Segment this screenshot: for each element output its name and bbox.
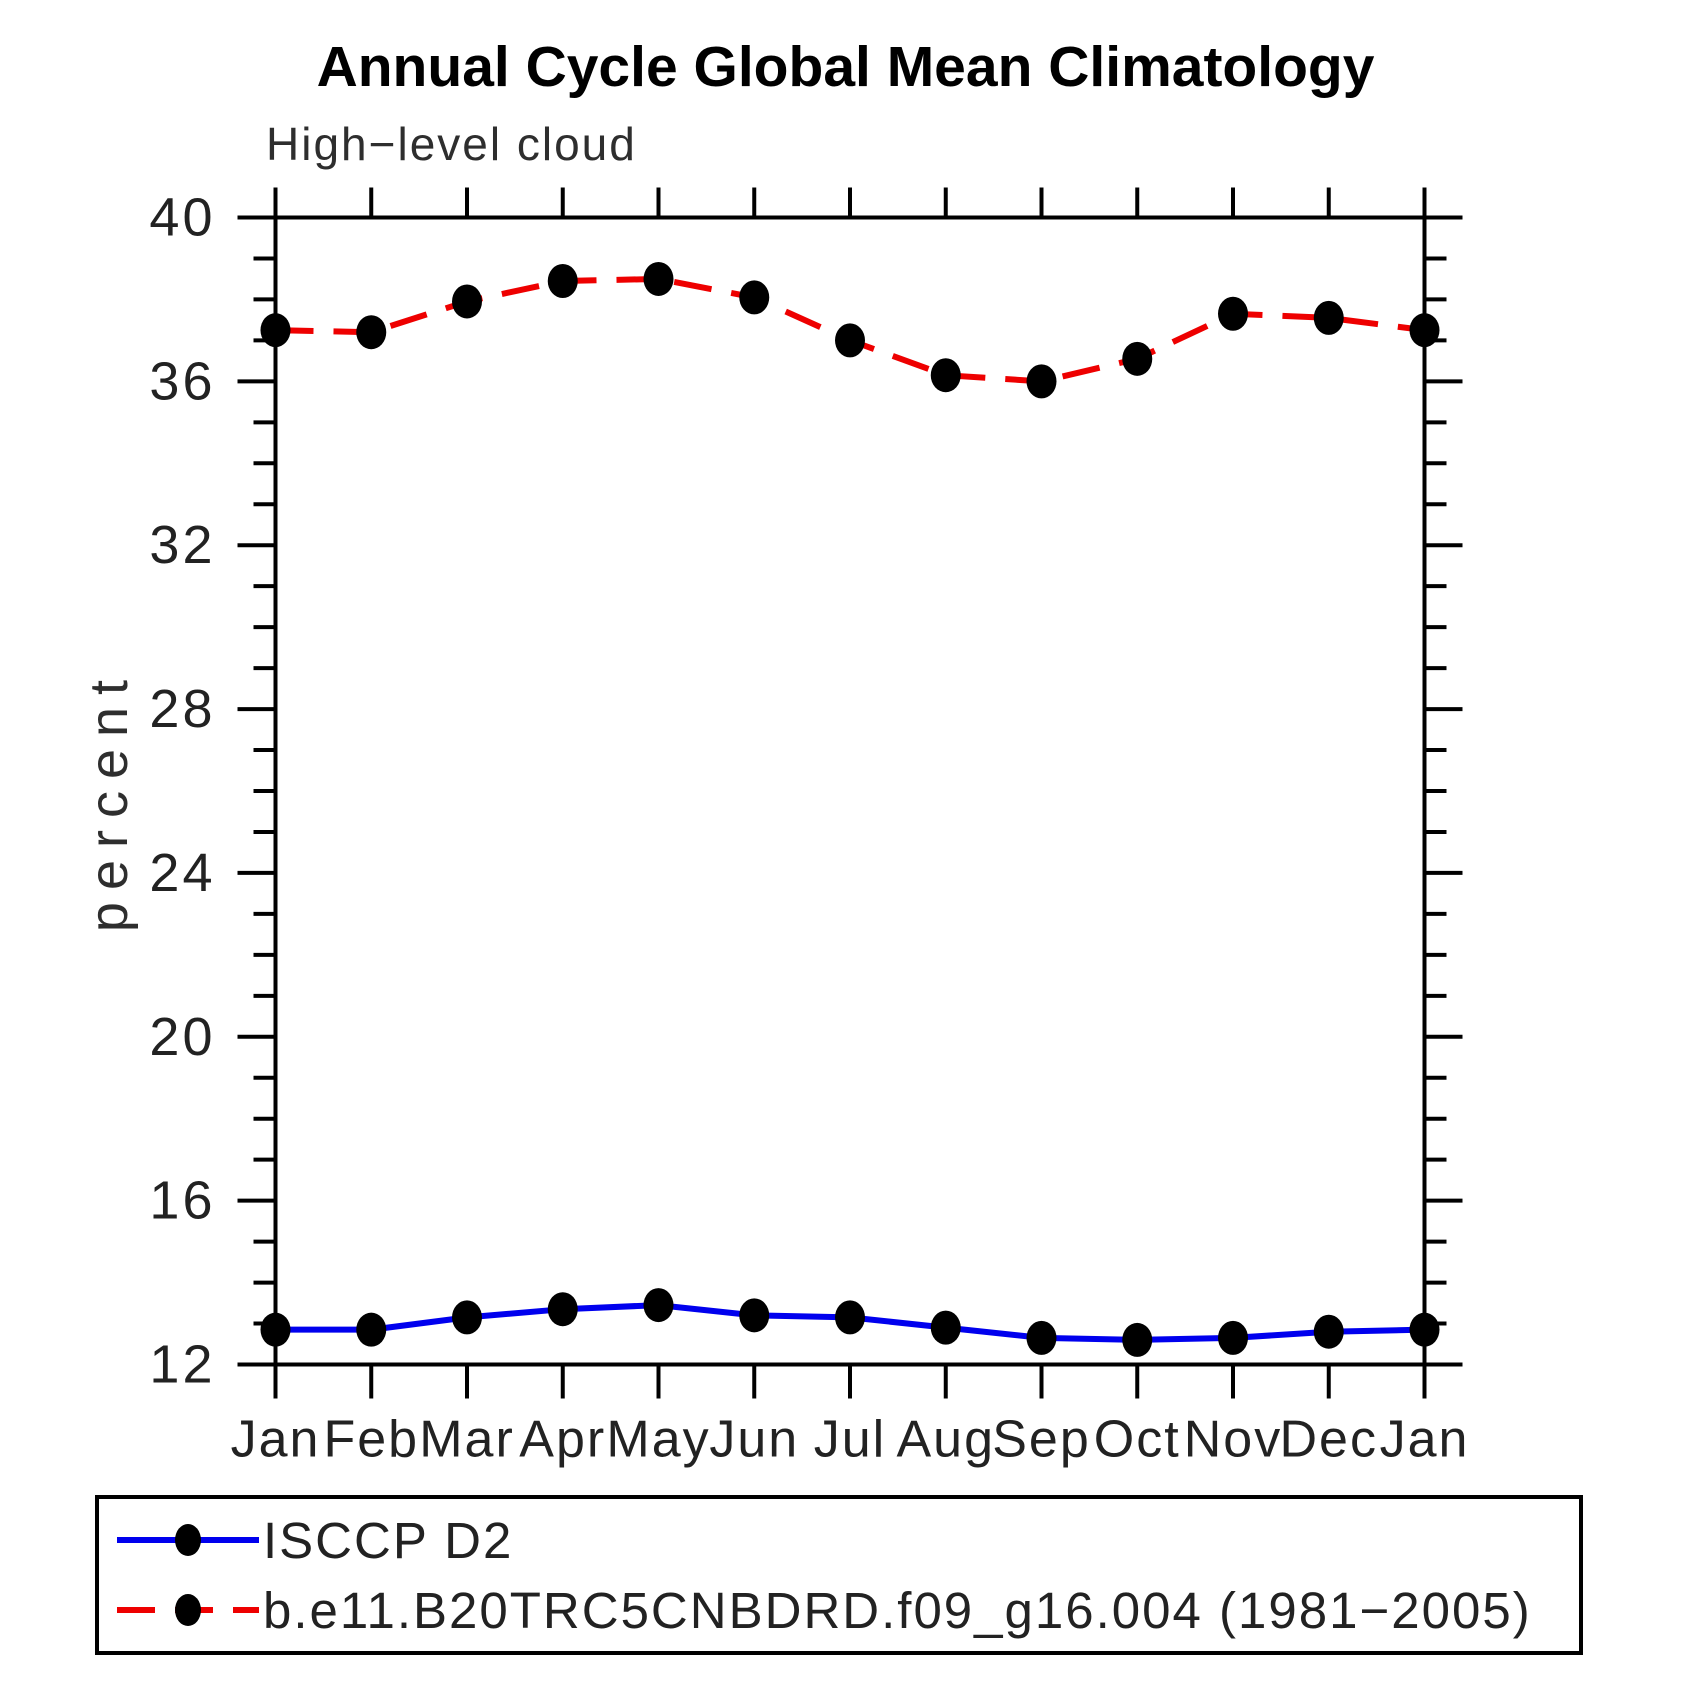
- data-point-marker: [356, 1312, 387, 1347]
- x-tick-label: Jan: [231, 1411, 321, 1469]
- data-point-marker: [643, 261, 674, 296]
- data-point-marker: [1122, 1322, 1153, 1357]
- x-tick-label: Aug: [896, 1411, 995, 1469]
- data-point-marker: [1313, 300, 1344, 335]
- legend-item-obs: ISCCP D2: [113, 1508, 1579, 1572]
- x-tick-label: Oct: [1094, 1411, 1181, 1469]
- x-tick-label: Dec: [1280, 1411, 1378, 1469]
- chart-subtitle: High−level cloud: [266, 118, 637, 170]
- data-point-marker: [1122, 341, 1153, 376]
- legend-swatch-solid-line: [117, 1524, 259, 1556]
- y-tick-label: 32: [149, 515, 215, 575]
- y-tick-label: 40: [149, 188, 215, 248]
- data-point-marker: [547, 1292, 578, 1327]
- data-point-marker: [1026, 364, 1057, 399]
- x-tick-label: Sep: [992, 1411, 1091, 1469]
- legend-item-model: b.e11.B20TRC5CNBDRD.f09_g16.004 (1981−20…: [113, 1578, 1579, 1642]
- data-point-marker: [1409, 1312, 1440, 1347]
- data-point-marker: [930, 1310, 961, 1345]
- x-tick-label: Jun: [709, 1411, 799, 1469]
- legend-label-obs: ISCCP D2: [263, 1511, 514, 1569]
- y-tick-label: 16: [149, 1171, 215, 1231]
- legend: ISCCP D2 b.e11.B20TRC5CNBDRD.f09_g16.004…: [95, 1495, 1583, 1655]
- data-point-marker: [260, 1312, 291, 1347]
- y-tick-label: 12: [149, 1335, 215, 1395]
- data-point-marker: [260, 313, 291, 348]
- y-tick-label: 28: [149, 679, 215, 739]
- data-point-marker: [1409, 313, 1440, 348]
- legend-label-model: b.e11.B20TRC5CNBDRD.f09_g16.004 (1981−20…: [263, 1581, 1532, 1639]
- data-point-marker: [643, 1288, 674, 1323]
- y-tick-label: 24: [149, 843, 215, 903]
- x-tick-label: Nov: [1184, 1411, 1282, 1469]
- data-point-marker: [1218, 296, 1248, 331]
- chart-title: Annual Cycle Global Mean Climatology: [316, 35, 1375, 99]
- plot-frame: [273, 215, 1427, 1367]
- data-point-marker: [739, 280, 770, 315]
- data-point-marker: [1218, 1320, 1248, 1355]
- data-point-marker: [835, 1300, 865, 1335]
- legend-swatch-dashed-line: [117, 1594, 259, 1626]
- x-tick-label: May: [606, 1411, 710, 1469]
- data-point-marker: [1026, 1320, 1057, 1355]
- legend-marker-dot: [175, 1594, 201, 1626]
- x-tick-label: Mar: [419, 1411, 515, 1469]
- data-point-marker: [930, 358, 961, 393]
- data-point-marker: [1313, 1314, 1344, 1349]
- data-point-marker: [835, 323, 865, 358]
- x-tick-label: Jul: [814, 1411, 886, 1469]
- legend-marker-dot: [175, 1524, 201, 1556]
- data-point-marker: [739, 1298, 770, 1333]
- x-tick-label: Jan: [1380, 1411, 1470, 1469]
- y-tick-label: 20: [149, 1007, 215, 1067]
- x-tick-label: Feb: [323, 1411, 419, 1469]
- data-point-marker: [452, 284, 482, 319]
- x-tick-label: Apr: [519, 1411, 606, 1469]
- data-point-marker: [452, 1300, 482, 1335]
- data-point-marker: [356, 315, 387, 350]
- y-tick-label: 36: [149, 351, 215, 411]
- data-point-marker: [547, 263, 578, 298]
